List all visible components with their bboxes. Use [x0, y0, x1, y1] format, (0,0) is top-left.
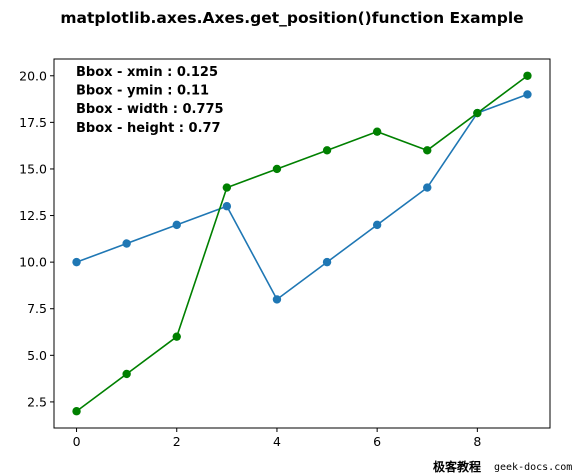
series-1-point — [423, 183, 432, 192]
plot-area: 0 2 4 6 8 2.5 5.0 7.5 10.0 12.5 15.0 17.5 20.0 — [19, 58, 551, 449]
series-1-point — [322, 257, 332, 267]
x-tick-label: 6 — [373, 434, 381, 449]
series-1-line — [76, 93, 528, 301]
annotation-line: Bbox - width : 0.775 — [76, 102, 224, 117]
annotation-line: Bbox - ymin : 0.11 — [76, 84, 209, 99]
series-2-point — [72, 407, 81, 416]
series-2-point — [272, 164, 282, 174]
y-tick-label: 12.5 — [19, 208, 47, 223]
y-tick-label: 5.0 — [27, 348, 47, 363]
series-2-point — [372, 127, 382, 136]
watermark: 极客教程 geek-docs.com — [433, 459, 572, 474]
series-2-point — [172, 332, 181, 341]
y-tick-label: 7.5 — [27, 301, 47, 316]
y-tick-label: 20.0 — [19, 68, 47, 83]
series-1-point — [272, 295, 282, 304]
y-tick-label: 17.5 — [19, 115, 47, 130]
x-tick-label: 4 — [273, 434, 281, 449]
annotation-block: Bbox - xmin : 0.125 Bbox - ymin : 0.11 Bbo… — [76, 65, 224, 136]
series-2-point — [322, 146, 332, 155]
watermark-url: geek-docs.com — [494, 462, 572, 473]
watermark-chinese: 极客教程 — [433, 459, 481, 474]
series-2-point — [423, 146, 432, 155]
series-1-point — [72, 257, 81, 267]
x-tick-label: 2 — [173, 434, 181, 449]
series-2-line — [76, 75, 528, 412]
annotation-line: Bbox - height : 0.77 — [76, 121, 221, 136]
x-tick-label: 8 — [473, 434, 481, 449]
series-1-point — [372, 220, 382, 230]
series-2-point — [523, 71, 532, 80]
x-tick-label: 0 — [73, 434, 81, 449]
series-1-point — [222, 202, 232, 211]
y-tick-label: 10.0 — [19, 255, 47, 270]
series-2-point — [122, 369, 131, 379]
series-1-point — [122, 239, 131, 248]
y-tick-label: 2.5 — [27, 394, 47, 409]
chart-title: matplotlib.axes.Axes.get_position()funct… — [60, 9, 523, 27]
annotation-line: Bbox - xmin : 0.125 — [76, 65, 218, 80]
axes-frame — [53, 58, 551, 429]
series-2-point — [222, 183, 232, 192]
series-2-point — [473, 108, 482, 118]
series-1-point — [523, 90, 532, 99]
series-1-point — [172, 220, 181, 230]
y-tick-label: 15.0 — [19, 161, 47, 176]
